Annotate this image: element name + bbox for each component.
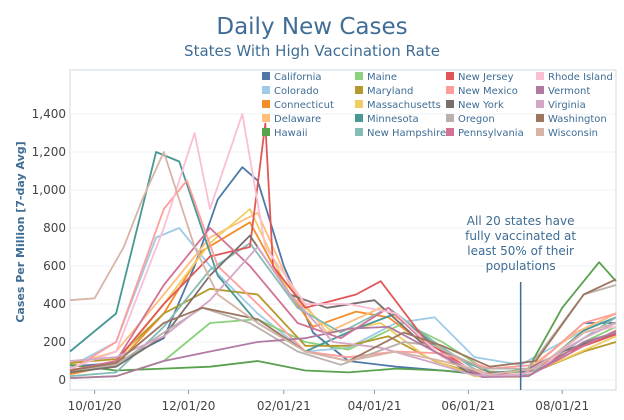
legend-label: Delaware xyxy=(274,114,321,125)
legend-item: Connecticut xyxy=(262,100,334,111)
legend-item: New York xyxy=(446,100,504,111)
legend-swatch xyxy=(536,128,544,136)
legend-swatch xyxy=(262,128,270,136)
legend-item: Colorado xyxy=(262,86,319,97)
legend-item: California xyxy=(262,72,322,83)
y-axis-label: Cases Per Million [7-day Avg] xyxy=(14,141,27,322)
series-line-vermont xyxy=(69,325,617,379)
y-axis-ticks: 0 200 400 600 800 1,000 1,200 1,400 xyxy=(32,107,66,387)
legend-item: Delaware xyxy=(262,114,321,125)
x-tick-label: 12/01/20 xyxy=(161,399,215,413)
series-line-oregon xyxy=(69,284,617,372)
legend-swatch xyxy=(355,86,363,94)
legend-label: Massachusetts xyxy=(367,100,441,111)
legend-swatch xyxy=(446,100,454,108)
legend-swatch xyxy=(446,72,454,80)
legend-item: New Jersey xyxy=(446,72,514,83)
legend-item: New Mexico xyxy=(446,86,518,97)
y-tick-label: 800 xyxy=(43,221,66,235)
y-tick-label: 1,200 xyxy=(32,145,66,159)
legend-label: New Mexico xyxy=(458,86,518,97)
y-tick-label: 0 xyxy=(58,373,66,387)
x-tick-label: 06/01/21 xyxy=(441,399,495,413)
y-tick-label: 1,000 xyxy=(32,183,66,197)
legend-swatch xyxy=(262,86,270,94)
x-tick-label: 08/01/21 xyxy=(535,399,589,413)
legend-swatch xyxy=(355,72,363,80)
x-tick-label: 04/01/21 xyxy=(348,399,402,413)
legend-swatch xyxy=(355,114,363,122)
legend-swatch xyxy=(262,114,270,122)
legend-item: Hawaii xyxy=(262,128,308,139)
legend-item: Minnesota xyxy=(355,114,419,125)
legend-label: Wisconsin xyxy=(548,128,598,139)
legend-item: Massachusetts xyxy=(355,100,441,111)
legend-label: New Jersey xyxy=(458,72,514,83)
annotation-text: fully vaccinated at xyxy=(465,229,576,243)
legend-label: Oregon xyxy=(458,114,495,125)
legend-swatch xyxy=(446,114,454,122)
y-tick-label: 200 xyxy=(43,335,66,349)
legend-label: Minnesota xyxy=(367,114,419,125)
legend-label: New York xyxy=(458,100,504,111)
series-line-new-hampshire xyxy=(69,242,617,378)
x-axis-ticks: 10/01/20 12/01/20 02/01/21 04/01/21 06/01/21… xyxy=(68,390,589,413)
legend-swatch xyxy=(536,86,544,94)
legend-label: Hawaii xyxy=(274,128,308,139)
series-line-new-mexico xyxy=(69,179,617,372)
chart-title: Daily New Cases xyxy=(216,14,408,40)
legend-swatch xyxy=(355,128,363,136)
legend-label: Connecticut xyxy=(274,100,334,111)
y-tick-label: 1,400 xyxy=(32,107,66,121)
annotation-text: populations xyxy=(486,259,556,273)
legend-swatch xyxy=(355,100,363,108)
y-tick-label: 600 xyxy=(43,259,66,273)
legend-label: Rhode Island xyxy=(548,72,613,83)
legend-item: Maine xyxy=(355,72,397,83)
x-tick-label: 02/01/21 xyxy=(257,399,311,413)
annotation-text: least 50% of their xyxy=(467,244,574,258)
series-line-wisconsin xyxy=(69,151,617,376)
legend-swatch xyxy=(536,114,544,122)
legend-label: Washington xyxy=(548,114,607,125)
legend-item: Rhode Island xyxy=(536,72,613,83)
legend-swatch xyxy=(536,100,544,108)
legend-label: Maine xyxy=(367,72,397,83)
legend-item: Oregon xyxy=(446,114,495,125)
legend-swatch xyxy=(446,128,454,136)
legend: California Colorado Connecticut Delaware Haw… xyxy=(262,72,613,139)
legend-item: Wisconsin xyxy=(536,128,598,139)
legend-label: Vermont xyxy=(548,86,590,97)
legend-swatch xyxy=(536,72,544,80)
legend-item: Maryland xyxy=(355,86,413,97)
legend-item: Virginia xyxy=(536,100,586,111)
legend-item: Vermont xyxy=(536,86,590,97)
annotation-text: All 20 states have xyxy=(467,214,575,228)
legend-label: New Hampshire xyxy=(367,128,446,139)
y-tick-label: 400 xyxy=(43,297,66,311)
legend-swatch xyxy=(262,100,270,108)
plot-frame xyxy=(69,69,617,391)
legend-item: Pennsylvania xyxy=(446,128,524,139)
legend-label: Pennsylvania xyxy=(458,128,524,139)
legend-label: Maryland xyxy=(367,86,413,97)
legend-item: New Hampshire xyxy=(355,128,446,139)
legend-item: Washington xyxy=(536,114,607,125)
legend-label: Colorado xyxy=(274,86,319,97)
legend-label: California xyxy=(274,72,322,83)
chart-subtitle: States With High Vaccination Rate xyxy=(184,42,440,60)
series-line-hawaii xyxy=(69,261,617,376)
legend-swatch xyxy=(262,72,270,80)
legend-swatch xyxy=(446,86,454,94)
legend-label: Virginia xyxy=(548,100,586,111)
x-tick-label: 10/01/20 xyxy=(68,399,122,413)
